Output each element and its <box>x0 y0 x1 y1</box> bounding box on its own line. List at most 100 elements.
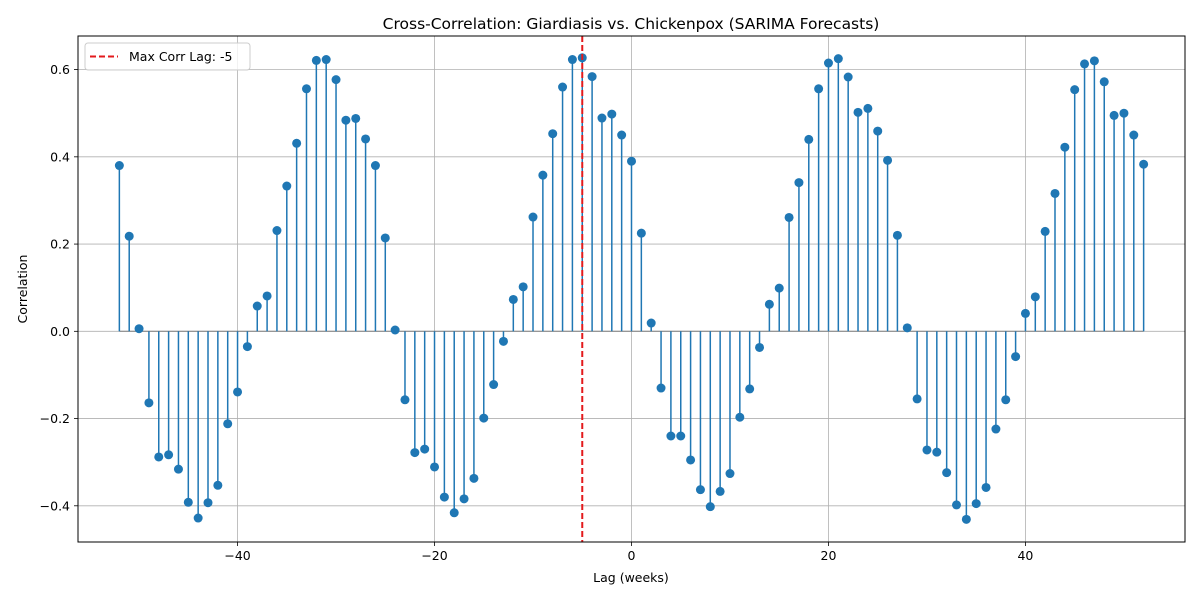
stem-marker <box>833 54 843 64</box>
stem-marker <box>400 395 410 405</box>
legend-label: Max Corr Lag: -5 <box>129 49 232 64</box>
legend: Max Corr Lag: -5 <box>84 42 251 71</box>
stem-marker <box>774 283 784 293</box>
stem-marker <box>1011 352 1021 362</box>
y-tick-label: 0.6 <box>50 62 70 77</box>
stem-marker <box>390 325 400 335</box>
stem-marker <box>991 424 1001 434</box>
x-tick-label: 20 <box>821 548 837 563</box>
stem-marker <box>725 469 735 479</box>
stem-marker <box>607 109 617 119</box>
stem-marker <box>1001 395 1011 405</box>
stem-marker <box>538 170 548 180</box>
y-axis-ticks: −0.4 −0.2 0.0 0.2 0.4 0.6 <box>40 62 78 513</box>
stem-marker <box>902 323 912 333</box>
stem-marker <box>439 492 449 502</box>
x-tick-label: 40 <box>1017 548 1033 563</box>
stem-marker <box>1020 308 1030 318</box>
x-tick-label: −20 <box>421 548 447 563</box>
stem-marker <box>262 291 272 301</box>
stem-marker <box>666 431 676 441</box>
stem-marker <box>498 336 508 346</box>
stem-marker <box>883 155 893 165</box>
stem-marker <box>1119 108 1129 118</box>
stem-marker <box>518 282 528 292</box>
stem-marker <box>597 113 607 123</box>
stem-marker <box>144 398 154 408</box>
stem-marker <box>410 448 420 458</box>
stem-marker <box>361 134 371 144</box>
stem-marker <box>705 502 715 512</box>
stem-marker <box>961 514 971 524</box>
stem-marker <box>1070 85 1080 95</box>
stem-marker <box>627 156 636 166</box>
stem-marker <box>735 412 745 422</box>
stem-marker <box>331 75 341 85</box>
stem-marker <box>252 301 262 311</box>
stem-marker <box>420 444 430 454</box>
stem-marker <box>508 294 518 304</box>
stem-marker <box>164 450 174 460</box>
stem-marker <box>1089 56 1099 66</box>
y-axis-label: Correlation <box>15 255 30 324</box>
stem-marker <box>311 55 321 65</box>
stem-marker <box>942 468 952 478</box>
stem-marker <box>932 447 942 457</box>
stem-marker <box>863 103 873 113</box>
y-tick-label: 0.0 <box>50 324 70 339</box>
chart-title: Cross-Correlation: Giardiasis vs. Chicke… <box>383 15 880 33</box>
stem-marker <box>213 480 223 490</box>
stem-marker <box>1050 188 1060 198</box>
stem-marker <box>479 413 489 423</box>
stem-marker <box>469 473 479 483</box>
stem-marker <box>114 161 124 171</box>
stem-marker <box>745 384 755 394</box>
stem-marker <box>321 55 331 65</box>
stem-marker <box>686 455 696 465</box>
stem-marker <box>173 464 183 474</box>
stem-markers <box>114 53 1149 524</box>
stem-marker <box>124 231 134 241</box>
stem-marker <box>154 452 164 462</box>
stem-marker <box>1109 110 1119 120</box>
stem-marker <box>715 486 725 496</box>
stem-marker <box>971 499 981 509</box>
stem-marker <box>1129 130 1139 140</box>
stem-marker <box>912 394 922 404</box>
stem-marker <box>764 299 774 309</box>
stem-marker <box>233 387 243 397</box>
x-axis-ticks: −40 −20 0 20 40 <box>224 542 1033 563</box>
stem-marker <box>617 130 627 140</box>
stem-marker <box>656 383 666 393</box>
stem-marker <box>548 129 558 139</box>
x-tick-label: 0 <box>628 548 636 563</box>
stem-marker <box>193 513 203 523</box>
stem-marker <box>853 107 863 117</box>
y-tick-label: 0.4 <box>50 149 70 164</box>
stem-marker <box>873 126 883 136</box>
stem-marker <box>223 419 233 429</box>
stem-marker <box>646 318 656 328</box>
stem-marker <box>823 58 833 68</box>
x-axis-label: Lag (weeks) <box>593 570 669 585</box>
y-tick-label: −0.4 <box>40 498 70 513</box>
stem-marker <box>370 161 380 171</box>
stem-marker <box>1099 77 1109 87</box>
stem-marker <box>203 498 213 508</box>
stem-marker <box>292 138 302 148</box>
stem-marker <box>1030 292 1040 302</box>
stems <box>118 57 1145 520</box>
stem-marker <box>636 228 646 238</box>
stem-marker <box>489 380 499 390</box>
stem-marker <box>1040 226 1050 236</box>
stem-marker <box>282 181 292 191</box>
stem-marker <box>981 482 991 492</box>
stem-marker <box>351 113 361 123</box>
stem-marker <box>695 485 705 495</box>
stem-marker <box>449 508 459 518</box>
stem-marker <box>459 494 469 504</box>
stem-marker <box>134 324 144 334</box>
stem-marker <box>301 84 311 94</box>
